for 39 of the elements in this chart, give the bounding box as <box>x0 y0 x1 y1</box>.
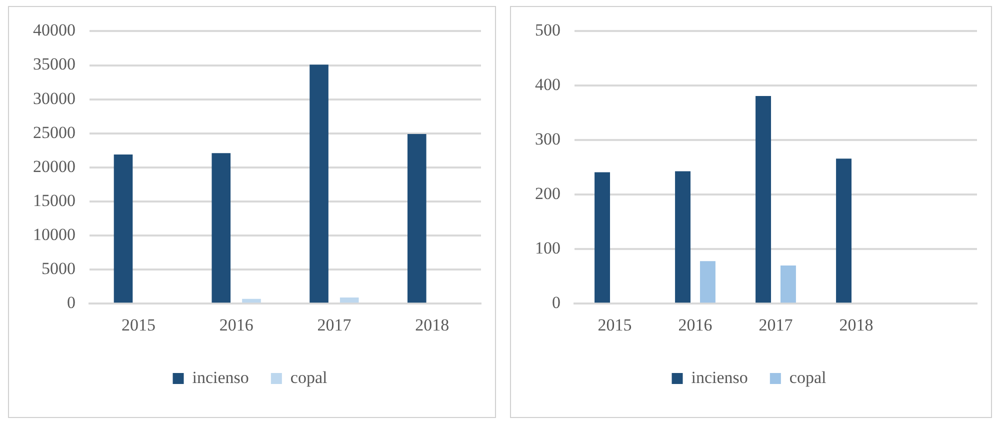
bar <box>340 297 359 303</box>
y-tick-label: 10000 <box>33 224 76 244</box>
y-tick-label: 400 <box>535 75 560 94</box>
bar <box>407 134 426 303</box>
legend-label: copal <box>290 368 328 387</box>
bar <box>700 261 716 303</box>
y-tick-label: 25000 <box>33 122 76 142</box>
y-tick-label: 35000 <box>33 54 76 74</box>
x-tick-label: 2015 <box>598 315 632 334</box>
y-tick-label: 15000 <box>33 190 76 210</box>
legend-label: copal <box>789 368 827 387</box>
legend-label: incienso <box>691 368 748 387</box>
x-tick-label: 2018 <box>415 315 450 334</box>
bar <box>242 298 261 303</box>
y-tick-label: 20000 <box>33 156 76 176</box>
y-tick-label: 300 <box>535 130 560 149</box>
x-tick-label: 2016 <box>678 315 712 334</box>
bar <box>780 265 796 303</box>
y-tick-label: 100 <box>535 238 560 258</box>
bar <box>212 153 231 303</box>
x-tick-label: 2017 <box>317 315 352 334</box>
bar <box>836 158 852 303</box>
x-tick-label: 2015 <box>121 315 156 334</box>
bar <box>756 96 772 303</box>
y-tick-label: 0 <box>552 293 560 312</box>
y-tick-label: 40000 <box>33 20 76 40</box>
bar <box>675 171 691 303</box>
bar <box>114 154 133 303</box>
y-tick-label: 30000 <box>33 88 76 108</box>
x-tick-label: 2018 <box>839 315 874 334</box>
y-tick-label: 0 <box>67 293 76 312</box>
x-tick-label: 2017 <box>758 315 794 334</box>
legend-label: incienso <box>192 368 249 387</box>
bar <box>310 64 328 303</box>
x-tick-label: 2016 <box>219 315 254 334</box>
bar <box>594 172 610 303</box>
y-tick-label: 5000 <box>42 259 76 278</box>
y-tick-label: 200 <box>535 184 560 204</box>
y-tick-label: 500 <box>535 20 560 40</box>
